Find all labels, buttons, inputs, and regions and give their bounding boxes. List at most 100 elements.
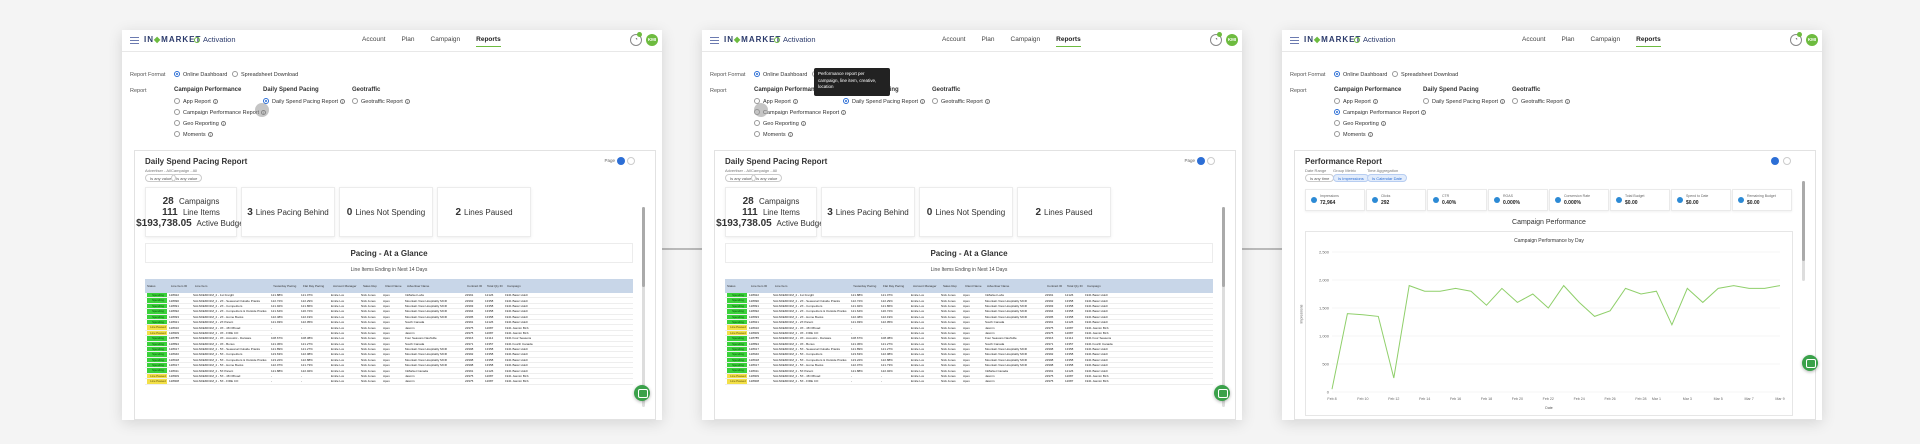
column-header[interactable]: Flat Day Pacing <box>883 284 905 288</box>
info-icon[interactable]: i <box>1380 121 1386 126</box>
option-moments[interactable]: Moments i <box>1334 131 1373 138</box>
column-header[interactable]: Client Name <box>385 284 402 288</box>
next-page-button[interactable] <box>1207 157 1215 165</box>
column-header[interactable]: Account Manager <box>913 284 937 288</box>
info-icon[interactable]: i <box>1564 99 1570 104</box>
option-geotraffic-report[interactable]: Geotraffic Report i <box>1512 98 1570 105</box>
filter-campaign[interactable]: Is any value <box>171 174 203 182</box>
option-geo-reporting[interactable]: Geo Reporting i <box>754 120 806 127</box>
column-header[interactable]: Status <box>727 284 736 288</box>
radio-icon[interactable] <box>174 71 180 77</box>
format-online-dashboard[interactable]: Online Dashboard <box>754 71 807 78</box>
avatar[interactable]: KMI <box>646 34 658 46</box>
info-icon[interactable]: i <box>787 132 793 137</box>
column-header[interactable]: Sales Rep <box>363 284 377 288</box>
menu-icon[interactable] <box>130 37 139 44</box>
option-moments[interactable]: Moments i <box>174 131 213 138</box>
option-daily-spend-pacing-report[interactable]: Daily Spend Pacing Report i <box>843 98 926 105</box>
column-header[interactable]: Contract ID <box>1047 284 1063 288</box>
radio-icon[interactable] <box>352 98 358 104</box>
option-daily-spend-pacing-report[interactable]: Daily Spend Pacing Report i <box>263 98 346 105</box>
radio-icon[interactable] <box>1334 98 1340 104</box>
column-header[interactable]: Flat Day Pacing <box>303 284 325 288</box>
option-geotraffic-report[interactable]: Geotraffic Report i <box>932 98 990 105</box>
bell-icon[interactable]: ◔ <box>630 34 642 46</box>
column-header[interactable]: Line Item <box>195 284 208 288</box>
option-geo-reporting[interactable]: Geo Reporting i <box>174 120 226 127</box>
column-header[interactable]: Status <box>147 284 156 288</box>
radio-icon[interactable] <box>843 98 849 104</box>
avatar[interactable]: KMI <box>1226 34 1238 46</box>
chat-icon[interactable] <box>1214 385 1230 401</box>
column-header[interactable]: Campaign <box>1087 284 1101 288</box>
column-header[interactable]: Line Item <box>775 284 788 288</box>
info-icon[interactable]: i <box>792 99 798 104</box>
option-moments[interactable]: Moments i <box>754 131 793 138</box>
info-icon[interactable]: i <box>841 110 847 115</box>
scrollbar[interactable] <box>1802 181 1805 281</box>
info-icon[interactable]: i <box>1500 99 1506 104</box>
radio-icon[interactable] <box>754 71 760 77</box>
column-header[interactable]: Advertiser Name <box>407 284 430 288</box>
bell-icon[interactable]: ◔ <box>1790 34 1802 46</box>
radio-icon[interactable] <box>174 109 180 115</box>
nav-plan[interactable]: Plan <box>981 36 995 43</box>
info-icon[interactable]: i <box>207 132 213 137</box>
radio-icon[interactable] <box>1512 98 1518 104</box>
format-spreadsheet-download[interactable]: Spreadsheet Download <box>232 71 298 78</box>
filter-date-range[interactable]: Is any time <box>1305 174 1335 182</box>
nav-plan[interactable]: Plan <box>401 36 415 43</box>
column-header[interactable]: Line Item ID <box>171 284 188 288</box>
nav-campaign[interactable]: Campaign <box>1590 36 1621 43</box>
nav-campaign[interactable]: Campaign <box>430 36 461 43</box>
option-geo-reporting[interactable]: Geo Reporting i <box>1334 120 1386 127</box>
radio-icon[interactable] <box>754 120 760 126</box>
format-online-dashboard[interactable]: Online Dashboard <box>1334 71 1387 78</box>
option-app-report[interactable]: App Report i <box>1334 98 1378 105</box>
format-online-dashboard[interactable]: Online Dashboard <box>174 71 227 78</box>
info-icon[interactable]: i <box>212 99 218 104</box>
chat-icon[interactable] <box>634 385 650 401</box>
info-icon[interactable]: i <box>1421 110 1427 115</box>
nav-account[interactable]: Account <box>1522 36 1546 43</box>
filter-campaign[interactable]: Is any value <box>751 174 783 182</box>
chat-icon[interactable] <box>1802 355 1818 371</box>
radio-icon[interactable] <box>754 131 760 137</box>
column-header[interactable]: Sales Rep <box>943 284 957 288</box>
radio-icon[interactable] <box>1423 98 1429 104</box>
column-header[interactable]: Client Name <box>965 284 982 288</box>
info-icon[interactable]: i <box>1372 99 1378 104</box>
radio-icon[interactable] <box>174 131 180 137</box>
menu-icon[interactable] <box>710 37 719 44</box>
column-header[interactable]: Yesterday Pacing <box>853 284 877 288</box>
radio-icon[interactable] <box>932 98 938 104</box>
radio-icon[interactable] <box>232 71 238 77</box>
radio-icon[interactable] <box>1334 109 1340 115</box>
column-header[interactable]: Advertiser Name <box>987 284 1010 288</box>
avatar[interactable]: KMI <box>1806 34 1818 46</box>
column-header[interactable]: Total Qty ID <box>1067 284 1083 288</box>
filter-advertiser[interactable]: Is any value <box>145 174 177 182</box>
info-icon[interactable]: i <box>220 121 226 126</box>
nav-account[interactable]: Account <box>942 36 966 43</box>
scrollbar[interactable] <box>642 207 645 407</box>
radio-icon[interactable] <box>174 120 180 126</box>
option-daily-spend-pacing-report[interactable]: Daily Spend Pacing Report i <box>1423 98 1506 105</box>
filter-advertiser[interactable]: Is any value <box>725 174 757 182</box>
info-icon[interactable]: i <box>340 99 346 104</box>
scrollbar[interactable] <box>1222 207 1225 407</box>
nav-campaign[interactable]: Campaign <box>1010 36 1041 43</box>
page-indicator[interactable] <box>1771 157 1779 165</box>
next-page-button[interactable] <box>1783 157 1791 165</box>
nav-reports[interactable]: Reports <box>1636 36 1661 47</box>
info-icon[interactable]: i <box>984 99 990 104</box>
option-geotraffic-report[interactable]: Geotraffic Report i <box>352 98 410 105</box>
info-icon[interactable]: i <box>800 121 806 126</box>
column-header[interactable]: Contract ID <box>467 284 483 288</box>
nav-reports[interactable]: Reports <box>1056 36 1081 47</box>
filter-group-metric[interactable]: Is Impressions <box>1333 174 1369 182</box>
page-indicator[interactable] <box>617 157 625 165</box>
column-header[interactable]: Total Qty ID <box>487 284 503 288</box>
info-icon[interactable]: i <box>920 99 926 104</box>
